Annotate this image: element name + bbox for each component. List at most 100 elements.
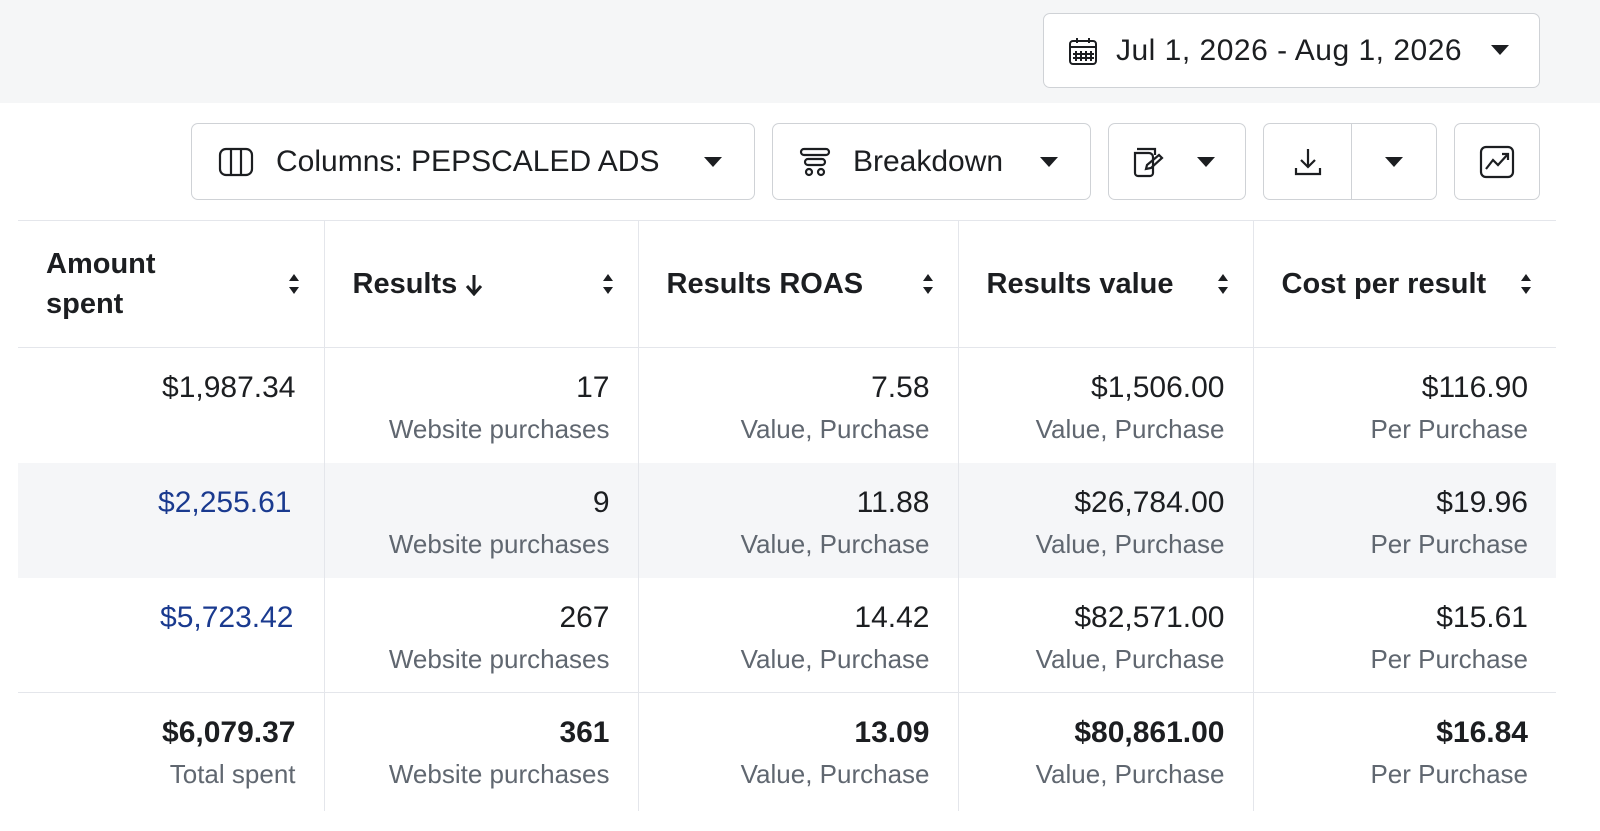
chevron-down-icon (1040, 157, 1058, 167)
chevron-down-icon (704, 157, 722, 167)
roas-subtitle: Value, Purchase (740, 414, 930, 444)
cell-results-value: $26,784.00 Value, Purchase (958, 462, 1254, 578)
cell-roas: 14.42 Value, Purchase (638, 577, 959, 693)
cell-results: 17 Website purchases (324, 347, 639, 463)
cell-amount-spent[interactable]: $2,255.61 (18, 462, 325, 578)
cell-results: 9 Website purchases (324, 462, 639, 578)
sort-descending-icon (466, 275, 483, 296)
results-table: Amount spent Results Results ROAS Result… (18, 220, 1556, 811)
cost-per-result-subtitle: Per Purchase (1370, 414, 1528, 444)
results-value: 267 (559, 600, 610, 634)
cell-cost-per-result: $15.61 Per Purchase (1253, 578, 1556, 693)
table-header-row: Amount spent Results Results ROAS Result… (18, 220, 1556, 348)
results-value-subtitle: Value, Purchase (1035, 414, 1225, 444)
cost-per-result-value: $19.96 (1436, 485, 1528, 519)
download-icon (1293, 146, 1323, 178)
breakdown-label: Breakdown (853, 144, 1004, 178)
reports-icon (1131, 145, 1165, 179)
results-subtitle: Website purchases (388, 528, 610, 559)
results-value-amount: $82,571.00 (1074, 600, 1225, 634)
calendar-icon (1068, 36, 1098, 66)
total-amount-spent-value: $6,079.37 (162, 716, 296, 749)
header-results-roas[interactable]: Results ROAS (638, 220, 959, 348)
results-value: 9 (592, 485, 610, 519)
breakdown-icon (799, 146, 831, 178)
breakdown-button[interactable]: Breakdown (772, 123, 1091, 200)
results-value-amount: $1,506.00 (1091, 371, 1225, 404)
reports-button[interactable] (1108, 123, 1246, 200)
cell-cost-per-result: $116.90 Per Purchase (1253, 348, 1556, 463)
roas-subtitle: Value, Purchase (740, 643, 930, 674)
results-subtitle: Website purchases (388, 414, 610, 444)
header-amount-spent[interactable]: Amount spent (18, 220, 325, 348)
export-button[interactable] (1264, 124, 1352, 199)
total-results-value-subtitle: Value, Purchase (1035, 759, 1225, 789)
total-cost-per-result-subtitle: Per Purchase (1370, 759, 1528, 789)
cell-amount-spent[interactable]: $5,723.42 (18, 577, 325, 693)
cost-per-result-value: $116.90 (1421, 371, 1528, 404)
total-roas-subtitle: Value, Purchase (740, 759, 930, 789)
amount-spent-value: $1,987.34 (162, 371, 296, 404)
header-label: Cost per result (1281, 268, 1487, 300)
cost-per-result-value: $15.61 (1436, 600, 1528, 634)
header-label: Results value (986, 268, 1174, 300)
table-row: $5,723.42 267 Website purchases 14.42 Valu… (18, 577, 1556, 693)
cell-roas: 7.58 Value, Purchase (638, 347, 959, 463)
columns-label: Columns: PEPSCALED ADS (276, 144, 660, 178)
sort-icon[interactable] (1217, 273, 1229, 295)
columns-icon (218, 147, 254, 177)
results-subtitle: Website purchases (388, 643, 610, 674)
roas-value: 14.42 (854, 600, 930, 634)
columns-button[interactable]: Columns: PEPSCALED ADS (191, 123, 755, 200)
roas-value: 7.58 (871, 371, 930, 404)
table-row: $2,255.61 9 Website purchases 11.88 Value,… (18, 462, 1556, 578)
cell-amount-spent: $1,987.34 (18, 347, 325, 463)
amount-spent-link[interactable]: $2,255.61 (158, 485, 292, 519)
cost-per-result-subtitle: Per Purchase (1370, 528, 1528, 559)
line-chart-icon (1479, 145, 1515, 179)
total-results-subtitle: Website purchases (388, 759, 610, 789)
total-results-value: 361 (559, 716, 610, 749)
export-options-button[interactable] (1352, 124, 1436, 199)
export-button-group (1263, 123, 1437, 200)
cell-total-results-value: $80,861.00 Value, Purchase (958, 692, 1254, 811)
sort-icon[interactable] (288, 273, 300, 295)
header-label: Amount spent (46, 248, 156, 320)
roas-subtitle: Value, Purchase (740, 528, 930, 559)
total-row: $6,079.37 Total spent 361 Website purchase… (18, 692, 1556, 811)
results-value-amount: $26,784.00 (1074, 485, 1225, 519)
cell-results: 267 Website purchases (324, 577, 639, 693)
cell-results-value: $1,506.00 Value, Purchase (958, 347, 1254, 463)
total-amount-subtitle: Total spent (169, 759, 296, 789)
results-value-subtitle: Value, Purchase (1035, 643, 1225, 674)
table-row: $1,987.34 17 Website purchases 7.58 Value,… (18, 347, 1556, 463)
chart-view-button[interactable] (1454, 123, 1540, 200)
chevron-down-icon (1385, 156, 1403, 167)
date-range-label: Jul 1, 2026 - Aug 1, 2026 (1116, 33, 1463, 67)
cell-results-value: $82,571.00 Value, Purchase (958, 577, 1254, 693)
header-label: Results ROAS (666, 268, 864, 300)
total-cost-per-result-value: $16.84 (1436, 716, 1528, 749)
cell-cost-per-result: $19.96 Per Purchase (1253, 462, 1556, 578)
amount-spent-link[interactable]: $5,723.42 (160, 600, 294, 634)
cell-total-amount-spent: $6,079.37 Total spent (18, 692, 325, 811)
cell-total-cost-per-result: $16.84 Per Purchase (1253, 693, 1556, 811)
header-label: Results (352, 268, 458, 300)
cell-total-results: 361 Website purchases (324, 692, 639, 811)
header-cost-per-result[interactable]: Cost per result (1253, 221, 1556, 348)
roas-value: 11.88 (856, 485, 930, 519)
sort-icon[interactable] (602, 273, 614, 295)
cost-per-result-subtitle: Per Purchase (1370, 643, 1528, 674)
date-range-picker[interactable]: Jul 1, 2026 - Aug 1, 2026 (1043, 13, 1540, 88)
sort-icon[interactable] (1520, 273, 1532, 295)
sort-icon[interactable] (922, 273, 934, 295)
results-value: 17 (576, 371, 610, 404)
header-results[interactable]: Results (324, 220, 639, 348)
total-results-value-amount: $80,861.00 (1074, 716, 1225, 749)
total-roas-value: 13.09 (854, 716, 930, 749)
cell-total-roas: 13.09 Value, Purchase (638, 692, 959, 811)
header-results-value[interactable]: Results value (958, 220, 1254, 348)
chevron-down-icon (1197, 157, 1215, 167)
cell-roas: 11.88 Value, Purchase (638, 462, 959, 578)
chevron-down-icon (1491, 45, 1509, 55)
